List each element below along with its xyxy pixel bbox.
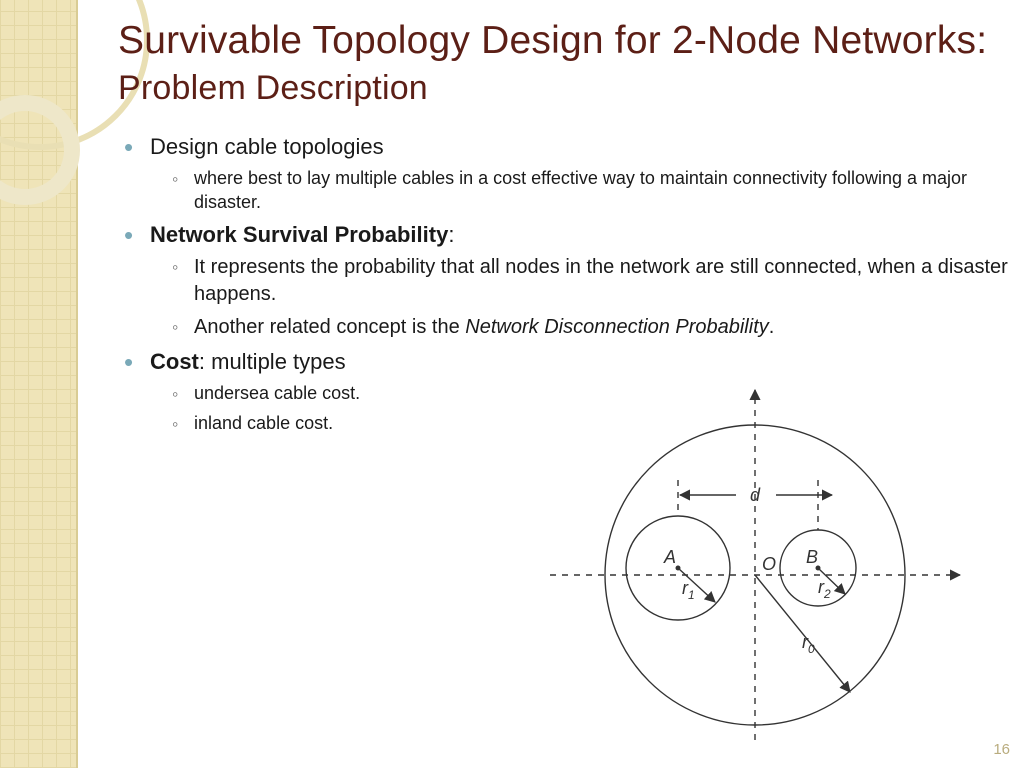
label-r2-sub: 2 [823,587,831,601]
sub-list: It represents the probability that all n… [150,254,1012,341]
bullet-label-rest: : multiple types [199,349,346,374]
slide: Survivable Topology Design for 2-Node Ne… [0,0,1024,768]
label-d: d [750,485,761,505]
bullet-label-bold: Network Survival Probability [150,222,448,247]
sub-item-prefix: Another related concept is the [194,316,465,338]
bullet-item: Network Survival Probability: It represe… [124,220,1012,341]
sub-list: where best to lay multiple cables in a c… [150,166,1012,215]
svg-text:r2: r2 [818,577,831,601]
sub-item: Another related concept is the Network D… [172,314,1012,341]
title-subtitle: Problem Description [118,69,428,107]
sub-item: where best to lay multiple cables in a c… [172,166,1012,215]
sub-item: It represents the probability that all n… [172,254,1012,308]
content-area: Survivable Topology Design for 2-Node Ne… [118,18,1012,441]
svg-text:r0: r0 [802,632,815,656]
label-A: A [663,547,676,567]
label-O: O [762,554,776,574]
sub-item-italic: Network Disconnection Probability [465,316,768,338]
bullet-label: Design cable topologies [150,134,384,159]
slide-title: Survivable Topology Design for 2-Node Ne… [118,18,1012,110]
sub-item-suffix: . [769,316,775,338]
page-number: 16 [993,741,1010,758]
bullet-label-bold: Cost [150,349,199,374]
bullet-item: Design cable topologies where best to la… [124,132,1012,214]
topology-diagram: A r1 B r2 O d r0 [540,380,970,750]
bullet-label-rest: : [448,222,454,247]
label-r0-sub: 0 [808,642,815,656]
label-r1-sub: 1 [688,588,695,602]
label-B: B [806,547,818,567]
title-main: Survivable Topology Design for 2-Node Ne… [118,19,987,62]
